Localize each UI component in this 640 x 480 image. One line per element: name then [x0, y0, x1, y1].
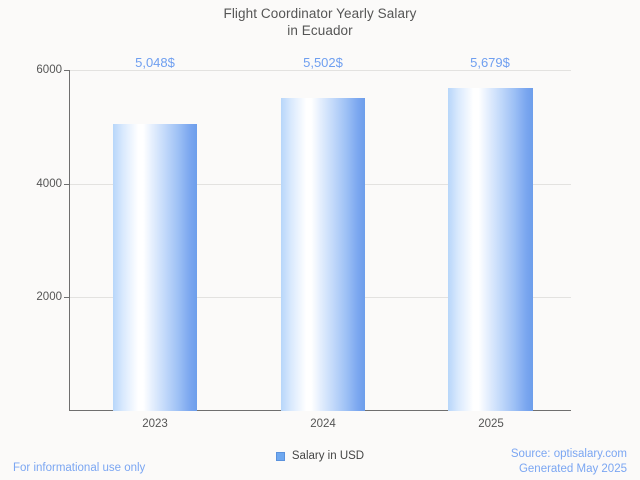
chart-title-line-2: in Ecuador: [287, 23, 353, 38]
x-axis-label-2025: 2025: [478, 418, 504, 430]
x-axis-label-2023: 2023: [142, 418, 168, 430]
bar-2023[interactable]: [113, 124, 197, 411]
y-axis-tick-label-4000: 4000: [36, 178, 62, 190]
y-tick-4000: [64, 184, 69, 185]
legend-label-salary-in-usd[interactable]: Salary in USD: [291, 450, 365, 462]
gridline-6000: [69, 70, 571, 71]
y-tick-2000: [64, 297, 69, 298]
y-axis-tick-label-6000: 6000: [36, 64, 62, 76]
plot-area: [64, 70, 571, 411]
generated-text: Generated May 2025: [518, 462, 627, 475]
value-label-2025: 5,679$: [470, 55, 510, 70]
chart-legend: Salary in USD: [0, 450, 640, 463]
source-text: Source: optisalary.com: [510, 448, 627, 460]
bar-2024[interactable]: [281, 98, 365, 411]
y-axis-line: [69, 70, 70, 411]
x-axis-label-2024: 2024: [310, 418, 336, 430]
y-axis-tick-label-2000: 2000: [36, 291, 62, 303]
value-label-2023: 5,048$: [135, 55, 175, 70]
bar-2025[interactable]: [448, 88, 533, 411]
value-label-2024: 5,502$: [303, 55, 343, 70]
legend-swatch-salary-in-usd: [275, 452, 285, 461]
chart-title-line-1: Flight Coordinator Yearly Salary: [223, 6, 417, 21]
source-block: Source: optisalary.com Generated May 202…: [511, 447, 627, 476]
y-tick-6000: [64, 70, 69, 71]
chart-title: Flight Coordinator Yearly Salary in Ecua…: [0, 5, 640, 39]
disclaimer-text: For informational use only: [13, 462, 146, 474]
